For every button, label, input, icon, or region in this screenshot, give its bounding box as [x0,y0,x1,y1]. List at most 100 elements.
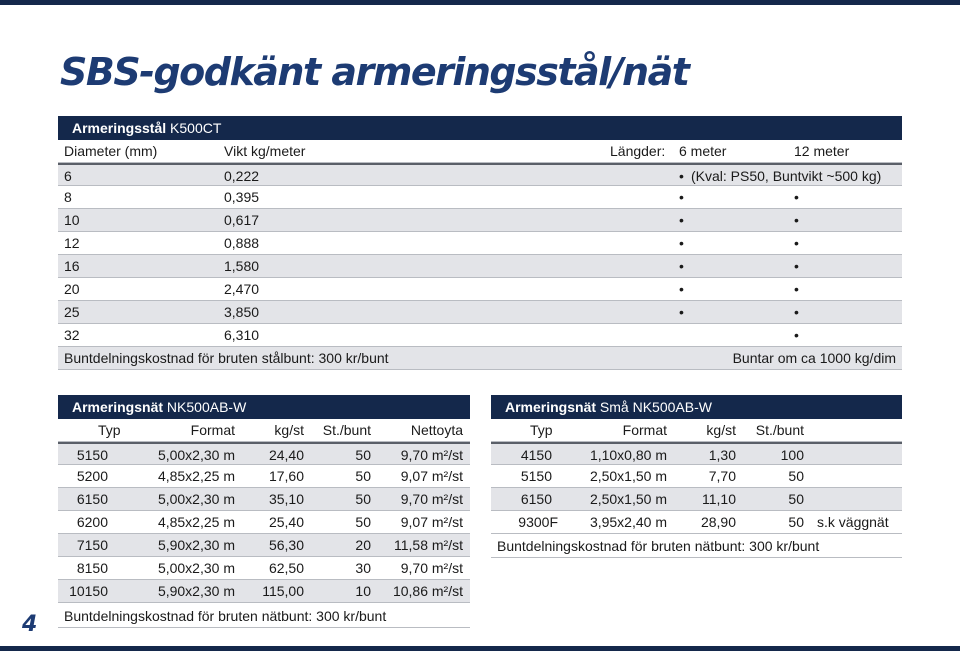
bullet-6m: • [679,281,684,297]
col-nettoyta: Nettoyta [410,422,463,438]
bullet-6m: • [679,258,684,274]
small-mesh-row: 9300F 3,95x2,40 m 28,90 50 s.k väggnät [491,511,902,534]
bullet-12m: • [794,304,799,320]
steel-weight: 1,580 [224,258,260,274]
small-mesh-kg: 7,70 [708,468,736,484]
small-mesh-typ: 5150 [520,468,552,484]
steel-footer-note: Buntdelningskostnad för bruten stålbunt:… [64,350,389,366]
mesh-typ: 8150 [76,560,108,576]
col-stbunt: St./bunt [755,422,804,438]
page-title: SBS-godkänt armeringsstål/nät [60,50,690,94]
bullet-6m: • [679,235,684,251]
mesh-kg: 24,40 [268,447,304,463]
kval-note: (Kval: PS50, Buntvikt ~500 kg) [691,168,882,184]
mesh-st: 50 [355,514,371,530]
steel-footer-row: Buntdelningskostnad för bruten stålbunt:… [58,347,902,370]
small-mesh-st: 50 [788,514,804,530]
steel-row: 20 2,470 • • [58,278,902,301]
mesh-typ: 6150 [76,491,108,507]
small-mesh-typ: 4150 [520,447,552,463]
col-typ: Typ [98,422,121,438]
steel-diameter: 6 [64,168,72,184]
small-mesh-row: 4150 1,10x0,80 m 1,30 100 [491,442,902,465]
mesh-header-bold: Armeringsnät [72,399,164,415]
col-stbunt: St./bunt [322,422,371,438]
small-mesh-kg: 1,30 [708,447,736,463]
bullet-12m: • [794,258,799,274]
col-kgst: kg/st [706,422,736,438]
steel-weight: 6,310 [224,327,260,343]
small-mesh-row: 6150 2,50x1,50 m 11,10 50 [491,488,902,511]
small-mesh-footer-note: Buntdelningskostnad för bruten nätbunt: … [497,538,820,554]
steel-diameter: 8 [64,189,72,205]
mesh-format: 4,85x2,25 m [157,468,235,484]
steel-weight: 0,395 [224,189,260,205]
steel-weight: 2,470 [224,281,260,297]
small-mesh-header-bold: Armeringsnät [505,399,597,415]
mesh-row: 5200 4,85x2,25 m 17,60 50 9,07 m²/st [58,465,470,488]
top-border-bar [0,0,960,5]
steel-row: 32 6,310 • [58,324,902,347]
bullet-12m: • [794,189,799,205]
steel-weight: 0,222 [224,168,260,184]
small-mesh-row: 5150 2,50x1,50 m 7,70 50 [491,465,902,488]
col-diameter: Diameter (mm) [64,143,158,159]
small-mesh-st: 50 [788,491,804,507]
mesh-netto: 11,58 m²/st [394,537,463,553]
mesh-netto: 9,70 m²/st [400,560,463,576]
col-format: Format [190,422,235,438]
bullet-6m: • [679,168,684,184]
steel-row: 6 0,222 • (Kval: PS50, Buntvikt ~500 kg) [58,163,902,186]
mesh-kg: 62,50 [268,560,304,576]
steel-row: 16 1,580 • • [58,255,902,278]
mesh-row: 7150 5,90x2,30 m 56,30 20 11,58 m²/st [58,534,470,557]
mesh-netto: 10,86 m²/st [392,583,463,599]
small-mesh-kg: 28,90 [700,514,736,530]
bullet-12m: • [794,212,799,228]
steel-diameter: 25 [64,304,80,320]
steel-diameter: 16 [64,258,80,274]
steel-row: 10 0,617 • • [58,209,902,232]
steel-row: 12 0,888 • • [58,232,902,255]
steel-diameter: 10 [64,212,80,228]
steel-diameter: 12 [64,235,80,251]
mesh-column-headers: Typ Format kg/st St./bunt Nettoyta [58,419,470,442]
mesh-st: 50 [355,491,371,507]
mesh-format: 4,85x2,25 m [157,514,235,530]
steel-diameter: 20 [64,281,80,297]
mesh-format: 5,00x2,30 m [157,447,235,463]
steel-diameter: 32 [64,327,80,343]
mesh-kg: 56,30 [268,537,304,553]
mesh-netto: 9,07 m²/st [400,514,463,530]
mesh-row: 5150 5,00x2,30 m 24,40 50 9,70 m²/st [58,442,470,465]
mesh-st: 50 [355,447,371,463]
mesh-kg: 17,60 [268,468,304,484]
col-kgst: kg/st [274,422,304,438]
mesh-netto: 9,70 m²/st [400,447,463,463]
bullet-12m: • [794,327,799,343]
mesh-row: 10150 5,90x2,30 m 115,00 10 10,86 m²/st [58,580,470,603]
mesh-netto: 9,07 m²/st [400,468,463,484]
mesh-st: 30 [355,560,371,576]
col-format: Format [622,422,667,438]
small-mesh-format: 2,50x1,50 m [589,491,667,507]
steel-row: 8 0,395 • • [58,186,902,209]
bullet-6m: • [679,304,684,320]
mesh-format: 5,00x2,30 m [157,560,235,576]
small-mesh-table-header: Armeringsnät Små NK500AB-W [491,395,902,419]
small-mesh-format: 3,95x2,40 m [589,514,667,530]
small-mesh-typ: 9300F [518,514,558,530]
steel-weight: 3,850 [224,304,260,320]
bottom-border-bar [0,646,960,651]
steel-table-header: Armeringsstål K500CT [58,116,902,140]
small-mesh-header-rest: Små NK500AB-W [599,399,712,415]
page-number: 4 [22,612,38,637]
mesh-table-header: Armeringsnät NK500AB-W [58,395,470,419]
col-lengths: Längder: [610,143,666,159]
steel-header-rest: K500CT [170,120,222,136]
mesh-kg: 35,10 [268,491,304,507]
mesh-footer-row: Buntdelningskostnad för bruten nätbunt: … [58,605,470,628]
bundle-weight-note: Buntar om ca 1000 kg/dim [732,350,896,366]
col-typ: Typ [530,422,553,438]
mesh-typ: 5200 [76,468,108,484]
